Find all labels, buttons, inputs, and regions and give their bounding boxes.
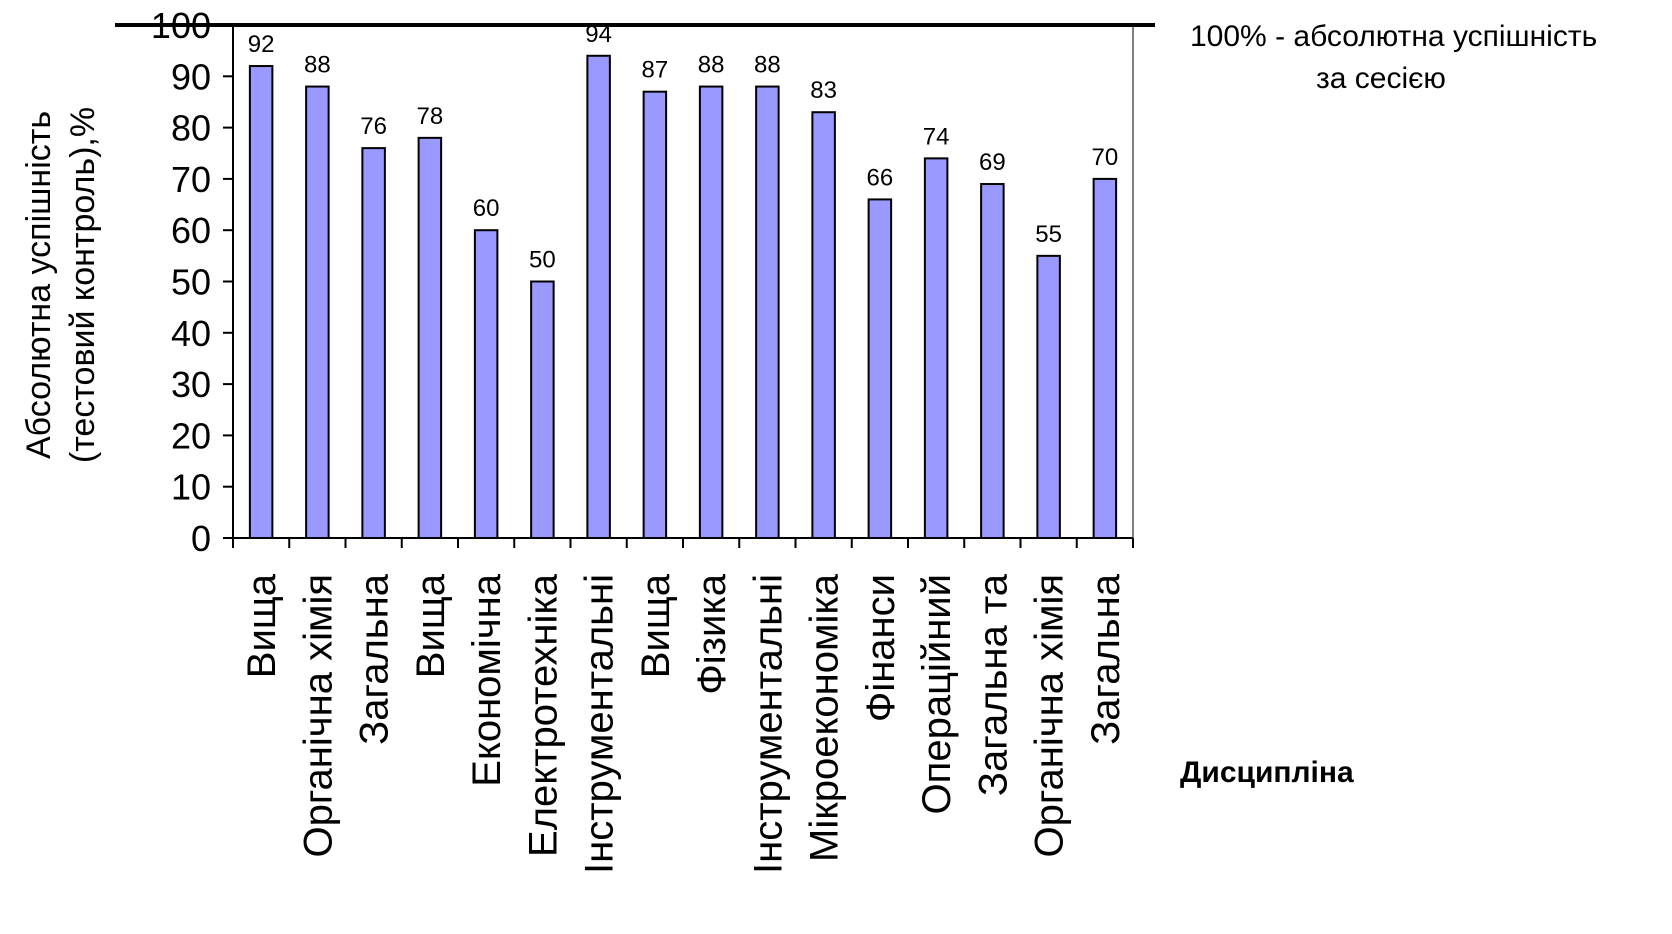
x-category-label: Загальна	[353, 573, 397, 745]
bar	[305, 85, 330, 539]
bar-value-label: 92	[248, 31, 275, 58]
x-category-label: Загальна та	[971, 573, 1015, 796]
bar-value-label: 66	[867, 164, 894, 191]
bar-value-label: 70	[1092, 144, 1119, 171]
x-category-label: Вища	[240, 573, 284, 678]
bar	[1036, 254, 1061, 539]
y-axis-label-line2: (тестовий контроль),%	[64, 107, 102, 463]
x-category-label: Фінанси	[859, 574, 903, 722]
x-category-label: Електротехніка	[521, 573, 565, 857]
bar	[698, 85, 724, 539]
y-tick-label: 20	[171, 415, 211, 456]
y-tick-label: 70	[171, 159, 211, 200]
bar	[248, 65, 274, 539]
reference-line-note: 100% - абсолютна успішність за сесією	[1190, 20, 1597, 95]
x-category-label: Операційний	[915, 574, 959, 814]
y-tick-label: 60	[171, 210, 211, 251]
y-tick-label: 30	[171, 364, 211, 405]
x-category-label: Фізика	[690, 573, 734, 694]
y-tick-label: 0	[191, 518, 211, 559]
bar-value-label: 76	[360, 113, 387, 140]
bar	[980, 183, 1005, 539]
x-axis-title: Дисципліна	[1180, 756, 1354, 789]
bar	[642, 90, 668, 539]
bar-value-label: 88	[754, 52, 781, 79]
bar-value-label: 83	[810, 77, 837, 104]
bar-value-label: 60	[473, 195, 500, 222]
bar-value-label: 50	[529, 247, 556, 274]
bar-value-label: 78	[417, 103, 444, 130]
bar-value-label: 55	[1035, 221, 1062, 248]
bar-value-label: 74	[923, 123, 950, 150]
bar-value-label: 88	[698, 52, 725, 79]
x-category-label: Вища	[634, 573, 678, 678]
bar-value-label: 87	[642, 57, 669, 84]
reference-note-line1: 100% - абсолютна успішність	[1190, 20, 1597, 53]
bar	[1092, 177, 1118, 539]
bar-value-label: 69	[979, 149, 1006, 176]
y-tick-label: 40	[171, 313, 211, 354]
x-category-label: Інструментальні	[746, 574, 790, 874]
bar	[473, 229, 499, 539]
y-tick-label: 90	[171, 56, 211, 97]
y-tick-label: 50	[171, 262, 211, 303]
y-axis-label: Абсолютна успішність (тестовий контроль)…	[20, 107, 102, 463]
x-category-label: Вища	[409, 573, 453, 678]
bar	[923, 157, 949, 539]
x-category-label: Мікроекономіка	[803, 573, 847, 862]
bar	[867, 198, 893, 539]
x-category-label: Загальна	[1084, 573, 1128, 745]
y-tick-label: 10	[171, 467, 211, 508]
bar	[586, 54, 611, 539]
x-category-label: Економічна	[465, 573, 509, 787]
y-tick-label: 80	[171, 108, 211, 149]
bar	[417, 136, 443, 540]
reference-note-line2: за сесією	[1316, 62, 1446, 95]
y-axis-label-line1: Абсолютна успішність	[20, 111, 58, 459]
bar	[811, 111, 836, 540]
bar	[530, 280, 555, 539]
x-category-label: Органічна хімія	[296, 574, 340, 858]
bar	[755, 85, 780, 539]
x-category-label: Органічна хімія	[1028, 574, 1072, 858]
bar	[361, 147, 386, 539]
x-category-label: Інструментальні	[578, 574, 622, 874]
bar-value-label: 88	[304, 52, 331, 79]
